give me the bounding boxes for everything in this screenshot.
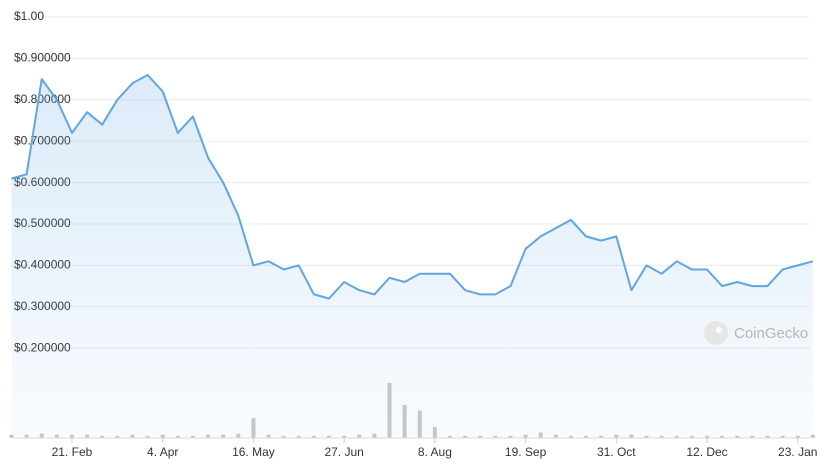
y-tick-label: $1.00	[14, 9, 44, 23]
x-tick-label: 19. Sep	[505, 445, 547, 459]
x-tick-label: 8. Aug	[418, 445, 452, 459]
watermark: CoinGecko	[704, 321, 808, 345]
watermark-text: CoinGecko	[734, 325, 808, 342]
x-tick-label: 23. Jan	[778, 445, 817, 459]
x-tick-label: 31. Oct	[597, 445, 636, 459]
x-tick-label: 4. Apr	[147, 445, 178, 459]
y-tick-label: $0.900000	[14, 51, 71, 65]
x-tick-label: 21. Feb	[52, 445, 93, 459]
plot: $0.200000$0.300000$0.400000$0.500000$0.6…	[9, 9, 817, 459]
x-tick-label: 16. May	[232, 445, 275, 459]
price-area	[11, 75, 813, 438]
price-line	[11, 74, 814, 300]
x-tick-label: 27. Jun	[324, 445, 363, 459]
x-tick-label: 12. Dec	[686, 445, 727, 459]
